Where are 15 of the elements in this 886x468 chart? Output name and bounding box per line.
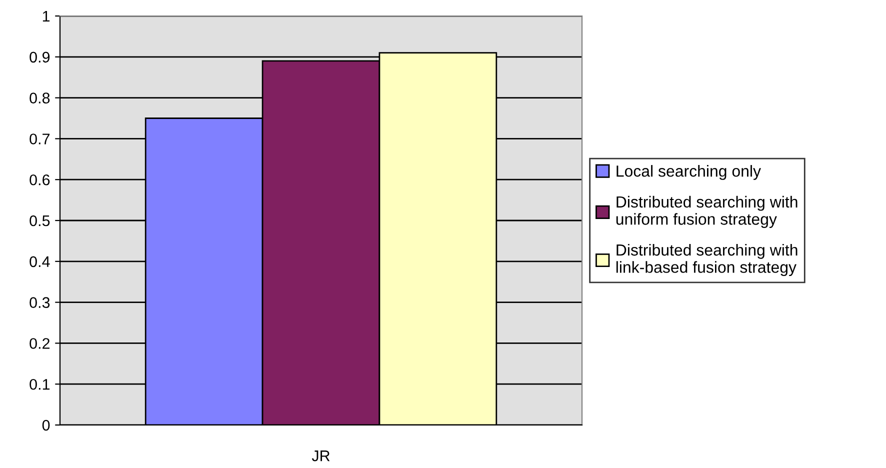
- y-tick-label: 0.6: [30, 174, 50, 186]
- y-tick-label: 0: [42, 420, 50, 431]
- x-tick-label: JR: [312, 450, 330, 462]
- legend-label: Local searching only: [616, 165, 761, 180]
- y-tick-label: 0.4: [30, 256, 50, 268]
- y-tick-label: 0.8: [30, 92, 50, 104]
- y-tick-label: 0.2: [30, 338, 50, 349]
- y-tick-label: 0.9: [30, 52, 50, 63]
- y-tick-label: 0.3: [30, 297, 50, 308]
- y-tick-label: 1: [42, 11, 50, 22]
- y-tick-label: 0.1: [30, 378, 50, 390]
- legend-label: Distributed searching with uniform fusion strategy: [616, 196, 798, 228]
- y-tick-label: 0.7: [30, 134, 50, 144]
- legend-label: Distributed searching with link-based fusion strategy: [616, 244, 798, 276]
- y-tick-label: 0.5: [30, 215, 50, 226]
